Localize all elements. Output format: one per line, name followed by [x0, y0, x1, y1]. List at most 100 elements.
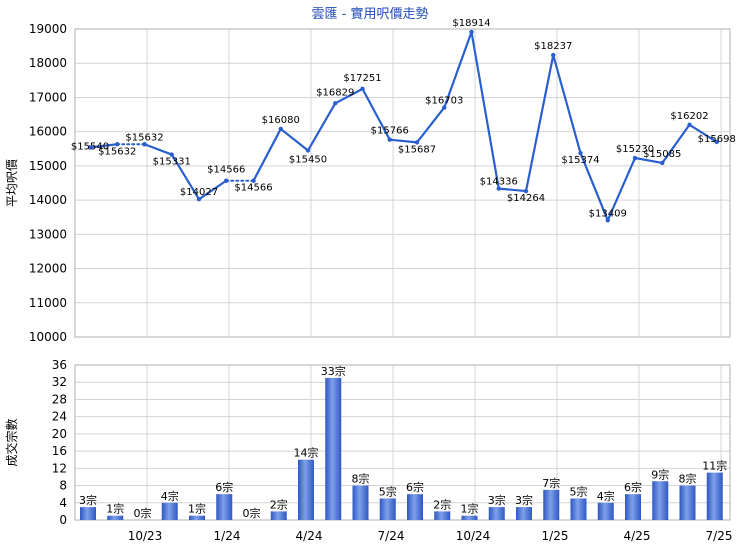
price-line-panel: 10000 11000 12000 13000 14000 15000 16000 17000… [5, 18, 736, 344]
volume-bar [189, 515, 205, 520]
volume-bar [216, 494, 233, 520]
volume-bar [352, 485, 369, 520]
price-plot-area [75, 29, 730, 337]
x-tick-label: 1/24 [214, 529, 241, 543]
price-y-tick-label: 18000 [29, 56, 67, 70]
volume-data-label: 8宗 [679, 472, 697, 486]
price-point [523, 188, 529, 194]
x-tick-label: 1/25 [542, 529, 569, 543]
price-data-label: $15331 [153, 157, 191, 168]
volume-data-label: 2宗 [433, 497, 451, 511]
price-data-label: $14336 [480, 177, 518, 188]
volume-data-label: 3宗 [488, 493, 506, 507]
volume-bar [379, 498, 396, 520]
price-point [87, 145, 93, 150]
volume-y-tick-label: 24 [52, 410, 67, 424]
price-y-tick-label: 12000 [29, 262, 67, 276]
price-line-segment [361, 87, 391, 141]
price-data-label: $15374 [561, 155, 599, 166]
price-line-segment [197, 179, 228, 201]
price-point [632, 155, 638, 161]
price-y-tick-label: 15000 [29, 159, 67, 173]
volume-plot-border [74, 364, 731, 521]
volume-bar [543, 489, 560, 520]
price-line-segment [252, 127, 282, 182]
price-data-label: $14027 [180, 187, 218, 198]
price-line-segment [633, 156, 664, 165]
price-y-tick-label: 11000 [29, 296, 67, 310]
price-point [333, 101, 338, 106]
price-y-tick-label: 13000 [29, 227, 67, 241]
price-data-label: $18237 [534, 41, 572, 52]
price-point [196, 196, 202, 202]
chart-title: 雲匯 - 實用呎價走勢 [312, 6, 429, 22]
volume-data-label: 1宗 [106, 502, 124, 516]
price-line-segment [661, 123, 691, 165]
volume-data-label: 33宗 [321, 364, 346, 378]
volume-plot-area [75, 365, 730, 520]
volume-bar [325, 377, 342, 520]
volume-data-label: 5宗 [570, 484, 588, 498]
price-data-label: $15085 [643, 149, 681, 160]
volume-y-tick-label: 20 [52, 427, 67, 441]
price-y-tick-label: 17000 [29, 90, 67, 104]
price-data-label: $15540 [71, 141, 109, 152]
volume-data-label: 8宗 [352, 472, 370, 486]
volume-y-tick-label: 8 [59, 479, 67, 493]
volume-bar [407, 494, 423, 520]
volume-data-label: 7宗 [542, 476, 560, 490]
price-point [414, 140, 420, 145]
price-point [496, 186, 501, 191]
price-line-segment [170, 153, 201, 201]
price-line-segment [415, 106, 446, 144]
price-line-segment [306, 102, 337, 152]
price-point [305, 148, 311, 153]
x-tick-label: 4/25 [624, 529, 651, 543]
volume-data-label: 6宗 [406, 480, 424, 494]
price-point [387, 137, 392, 142]
volume-y-tick-label: 0 [59, 513, 67, 527]
price-point [224, 178, 229, 183]
price-line-segment [334, 87, 364, 105]
price-line-segment [524, 54, 555, 193]
price-line-segment [88, 143, 119, 149]
price-data-label: $15230 [616, 144, 654, 155]
volume-bar-panel: 0 4 8 12 16 20 24 28 32 36 成交宗數 3宗 1宗 0宗 4宗 1宗 6宗 0宗 2宗 14宗… [4, 358, 732, 543]
price-data-label: $16829 [316, 87, 354, 98]
volume-bar [597, 502, 614, 520]
price-data-label: $16202 [670, 111, 708, 122]
volume-data-label: 2宗 [270, 497, 288, 511]
price-point [687, 122, 692, 127]
price-data-label: $18914 [452, 18, 490, 29]
price-y-tick-label: 16000 [29, 125, 67, 139]
volume-data-label: 9宗 [651, 467, 669, 481]
price-data-label: $15632 [125, 132, 163, 143]
volume-data-label: 1宗 [188, 502, 206, 516]
volume-data-label: 3宗 [515, 493, 533, 507]
price-data-label: $14566 [234, 183, 272, 194]
price-point [469, 29, 474, 35]
volume-bar [570, 498, 587, 520]
price-point [578, 150, 583, 156]
volume-bar [298, 459, 314, 520]
price-line-segment [497, 187, 528, 193]
price-line-segment [688, 123, 718, 144]
volume-bar [270, 511, 287, 520]
price-line-segment [579, 151, 609, 222]
volume-y-tick-label: 32 [52, 375, 67, 389]
x-tick-label: 10/23 [128, 529, 163, 543]
volume-y-tick-label: 4 [59, 496, 67, 510]
volume-y-tick-label: 36 [52, 358, 67, 372]
volume-bar [80, 507, 96, 520]
price-y-tick-label: 14000 [29, 193, 67, 207]
volume-data-label: 0宗 [243, 506, 261, 520]
volume-y-tick-label: 12 [52, 461, 67, 475]
volume-bar [488, 507, 505, 520]
volume-data-label: 5宗 [379, 484, 397, 498]
volume-data-label: 4宗 [161, 489, 179, 503]
volume-data-label: 11宗 [702, 459, 727, 473]
volume-bar [161, 502, 178, 520]
price-point [442, 105, 447, 110]
price-point [660, 160, 665, 166]
